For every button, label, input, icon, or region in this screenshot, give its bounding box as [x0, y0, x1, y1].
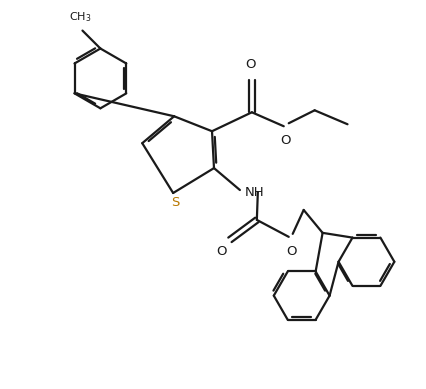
Text: O: O	[280, 134, 291, 147]
Text: O: O	[217, 245, 227, 258]
Text: O: O	[286, 245, 297, 258]
Text: CH$_3$: CH$_3$	[69, 10, 92, 24]
Text: S: S	[171, 196, 179, 209]
Text: O: O	[246, 58, 256, 72]
Text: NH: NH	[245, 186, 265, 198]
